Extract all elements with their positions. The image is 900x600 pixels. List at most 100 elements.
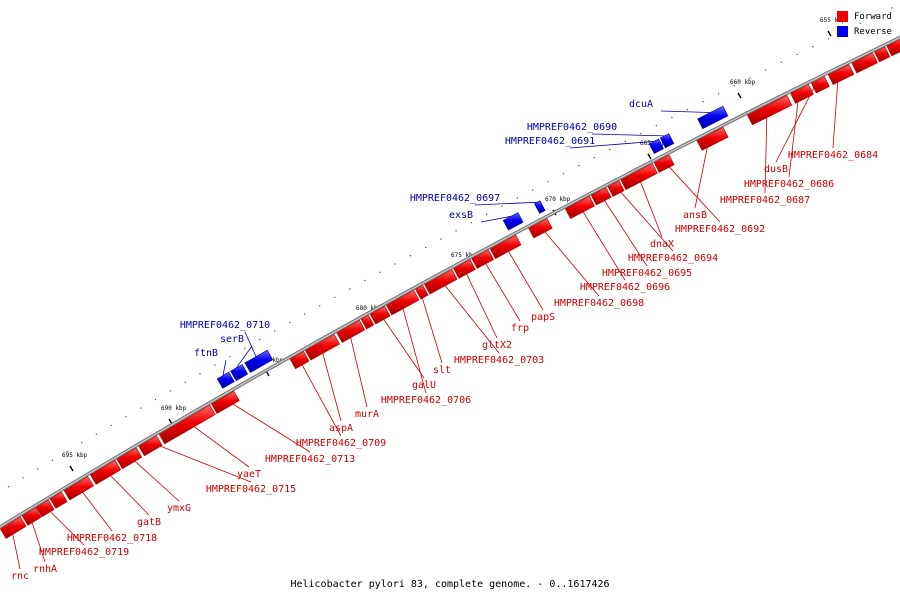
gene-body	[502, 212, 524, 231]
minor-tick-dot	[259, 338, 261, 341]
minor-tick-dot	[110, 424, 112, 427]
gene-label: papS	[531, 312, 555, 323]
gene-label: rnhA	[33, 564, 57, 575]
gene-yaeT	[158, 404, 216, 445]
minor-tick-dot	[364, 279, 366, 282]
minor-tick-dot	[289, 321, 291, 324]
gene-body	[607, 180, 625, 197]
minor-tick-dot	[486, 213, 488, 216]
minor-tick-dot	[199, 373, 201, 375]
gene-leader-line	[347, 326, 368, 408]
gene-HMPREF0462_0698	[528, 218, 553, 239]
gene-leader-line	[147, 440, 252, 483]
gene-unlabeled	[360, 314, 375, 330]
minor-tick-dot	[827, 38, 830, 40]
legend-reverse-swatch	[837, 26, 848, 37]
minor-tick-dot	[547, 181, 549, 183]
minor-tick-dot	[780, 61, 782, 63]
gene-leader-line	[418, 287, 443, 364]
gene-HMPREF0462_0719	[35, 499, 55, 518]
gene-label: HMPREF0462_0718	[67, 533, 157, 544]
gene-HMPREF0462_0695	[590, 187, 612, 206]
minor-tick-dot	[702, 100, 704, 103]
gene-body	[874, 46, 891, 63]
minor-tick-dot	[244, 347, 246, 349]
minor-tick-dot	[640, 132, 642, 135]
minor-tick-dot	[532, 189, 534, 191]
gene-leader-line	[236, 345, 253, 369]
gene-label: yaeT	[237, 469, 261, 480]
gene-HMPREF0462_0694	[607, 180, 625, 197]
gene-leader-line	[479, 254, 521, 322]
gene-leader-line	[244, 331, 257, 357]
gene-body	[528, 218, 553, 239]
scale-tick-mark	[737, 92, 742, 99]
gene-ftnB	[216, 371, 235, 389]
gene-label: murA	[355, 409, 379, 420]
gene-unlabeled	[49, 491, 68, 509]
genome-backbone-highlight	[0, 36, 900, 528]
gene-leader-line	[399, 297, 427, 394]
gene-body	[471, 249, 495, 269]
gene-leader-line	[319, 342, 342, 422]
gene-leader-line	[480, 216, 511, 223]
minor-tick-dot	[891, 7, 893, 9]
minor-tick-dot	[624, 140, 626, 143]
gene-body	[620, 163, 658, 191]
minor-tick-dot	[125, 416, 127, 418]
gene-serB	[230, 364, 249, 382]
gene-label: dnaX	[650, 239, 674, 250]
gene-body	[138, 435, 163, 457]
gene-label: gatB	[137, 517, 161, 528]
minor-tick-dot	[214, 364, 216, 366]
minor-tick-dot	[796, 53, 798, 56]
gene-papS	[489, 234, 522, 260]
gene-body	[746, 94, 793, 126]
minor-tick-dot	[686, 108, 689, 111]
gene-label: serB	[220, 334, 244, 345]
gene-body	[304, 333, 340, 361]
gene-features	[0, 39, 900, 539]
minor-tick-dot	[875, 15, 877, 17]
gene-label: HMPREF0462_0703	[454, 355, 544, 366]
legend-forward-label: Forward	[854, 11, 892, 22]
legend-forward-swatch	[837, 11, 848, 22]
minor-tick-dot	[859, 22, 861, 25]
legend-reverse: Reverse	[837, 24, 897, 39]
minor-tick-dot	[717, 93, 720, 95]
gene-label: HMPREF0462_0715	[206, 484, 296, 495]
gene-body	[244, 349, 274, 373]
gene-ymxG	[116, 447, 143, 470]
gene-body	[35, 499, 55, 518]
gene-label: HMPREF0462_0684	[788, 150, 878, 161]
minor-tick-dot	[733, 85, 735, 87]
minor-tick-dot	[334, 296, 336, 299]
minor-tick-dot	[169, 390, 171, 392]
gene-label: HMPREF0462_0709	[296, 438, 386, 449]
gene-rnc	[0, 516, 27, 539]
minor-tick-dot	[562, 173, 565, 175]
gene-label: exsB	[449, 210, 473, 221]
minor-tick-dot	[425, 246, 427, 249]
gene-body	[648, 138, 664, 154]
scale-tick: 695 kbp	[62, 452, 88, 472]
minor-tick-dot	[51, 459, 54, 461]
gene-frp	[471, 249, 495, 269]
gene-body	[653, 154, 675, 173]
gene-body	[230, 364, 249, 382]
minor-tick-dot	[394, 263, 396, 265]
minor-tick-dot	[593, 156, 595, 159]
minor-tick-dot	[440, 238, 442, 240]
minor-tick-dot	[66, 450, 68, 453]
gene-body	[659, 133, 675, 149]
gene-rnhA	[21, 507, 42, 526]
gene-body	[216, 371, 235, 389]
gene-HMPREF0462_0706	[386, 289, 420, 316]
gene-leader-line	[577, 202, 626, 281]
gene-body	[369, 305, 391, 325]
gene-body	[790, 84, 814, 104]
scale-tick-label: 675 kbp	[451, 252, 477, 259]
gene-body	[63, 476, 94, 501]
minor-tick-dot	[349, 288, 351, 290]
